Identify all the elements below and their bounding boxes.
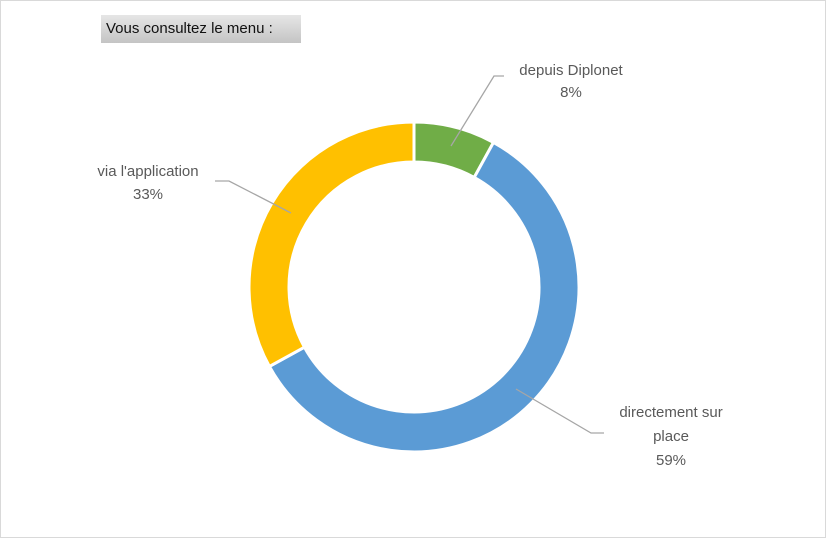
chart-title: Vous consultez le menu : [101,15,301,43]
donut-slice-directement-sur-place [267,140,581,454]
label-application: via l'application [97,163,198,180]
value-diplonet: 8% [560,84,582,101]
label-sur-place-line2: place [653,428,689,445]
label-sur-place-line1: directement sur [619,404,722,421]
label-diplonet: depuis Diplonet [519,62,623,79]
leader-line-diplonet [450,75,504,147]
leader-line-application [215,180,292,214]
donut-slice-via-l-application [247,120,416,369]
leader-line-sur-place [515,388,604,434]
value-sur-place: 59% [656,452,686,469]
value-application: 33% [133,186,163,203]
